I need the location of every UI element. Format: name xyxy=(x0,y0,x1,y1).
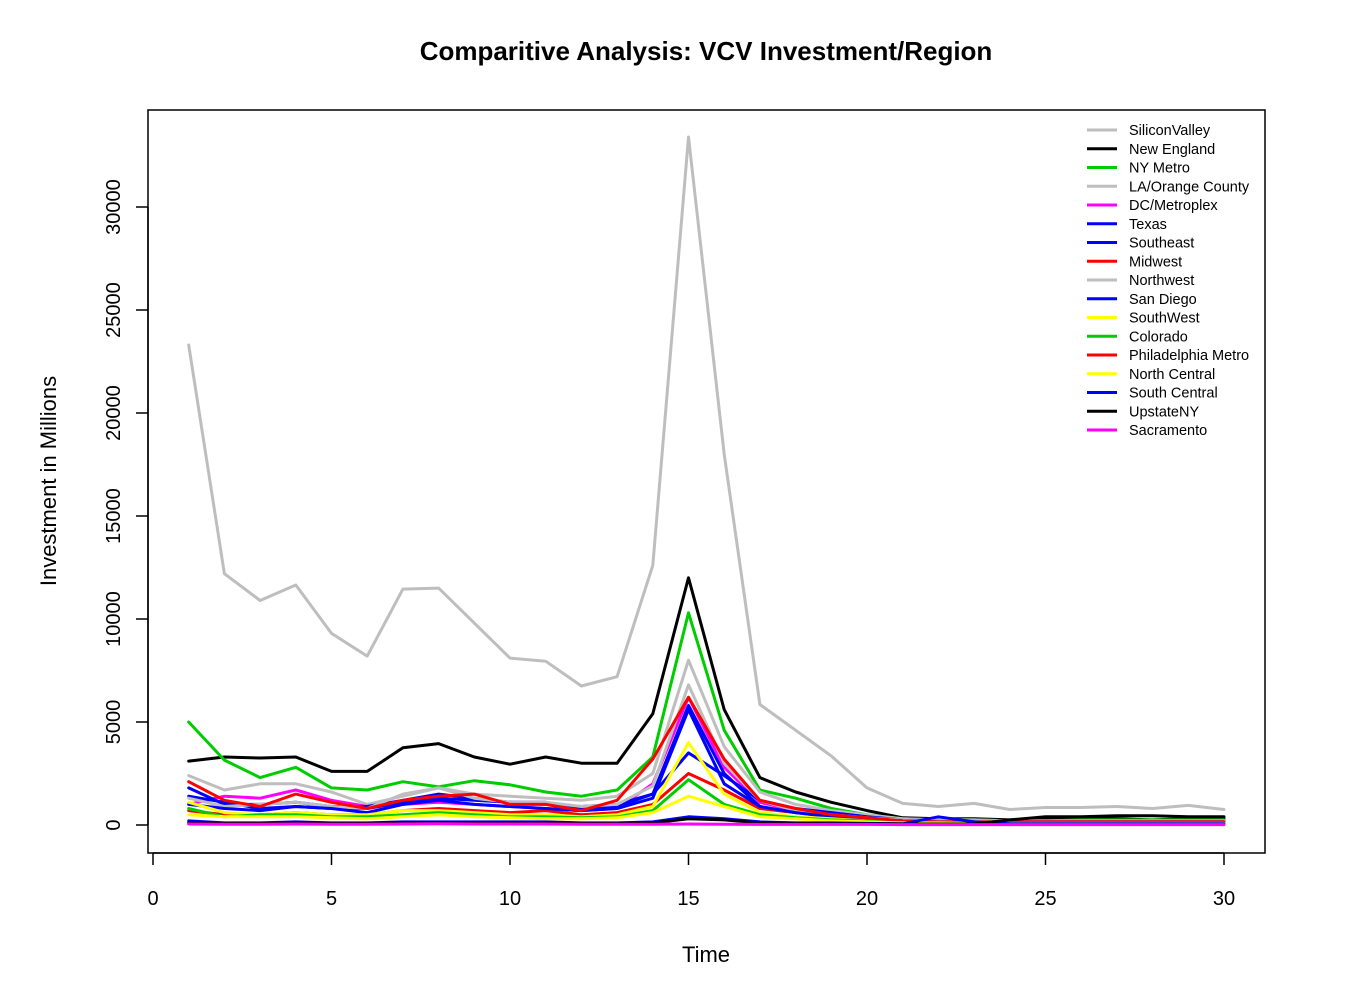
legend-label-6: Southeast xyxy=(1129,236,1194,252)
x-tick-label: 20 xyxy=(856,888,878,910)
legend-label-9: San Diego xyxy=(1129,292,1197,308)
series-layer xyxy=(187,135,1226,827)
x-axis: 0 5 10 15 20 25 30 xyxy=(147,852,1235,910)
legend-label-11: Colorado xyxy=(1129,329,1188,345)
y-tick-label: 25000 xyxy=(103,282,125,338)
x-tick-label: 5 xyxy=(326,888,337,910)
chart-title: Comparitive Analysis: VCV Investment/Reg… xyxy=(420,36,993,66)
series-line-12 xyxy=(187,695,1226,824)
x-tick-label: 10 xyxy=(499,888,521,910)
legend-label-13: North Central xyxy=(1129,367,1215,383)
x-axis-label: Time xyxy=(682,942,730,967)
x-tick-label: 25 xyxy=(1034,888,1056,910)
legend-label-7: Midwest xyxy=(1129,254,1182,270)
legend-label-15: UpstateNY xyxy=(1129,404,1199,420)
series-line-1 xyxy=(187,576,1226,822)
y-tick-label: 5000 xyxy=(103,700,125,745)
legend-label-12: Philadelphia Metro xyxy=(1129,348,1249,364)
legend-label-16: Sacramento xyxy=(1129,423,1207,439)
x-tick-label: 30 xyxy=(1213,888,1235,910)
legend-label-4: DC/Metroplex xyxy=(1129,198,1218,214)
legend-label-0: SiliconValley xyxy=(1129,123,1211,139)
y-tick-label: 10000 xyxy=(103,591,125,647)
y-tick-label: 15000 xyxy=(103,488,125,544)
series-line-16 xyxy=(187,822,1226,827)
legend-label-2: NY Metro xyxy=(1129,161,1190,177)
x-tick-label: 15 xyxy=(677,888,699,910)
legend-label-5: Texas xyxy=(1129,217,1167,233)
legend-label-10: SouthWest xyxy=(1129,311,1200,327)
y-axis-label: Investment in Millions xyxy=(36,376,61,586)
y-tick-label: 20000 xyxy=(103,385,125,441)
legend-label-3: LA/Orange County xyxy=(1129,179,1250,195)
legend-label-1: New England xyxy=(1129,142,1215,158)
y-tick-label: 0 xyxy=(103,819,125,830)
y-axis: 0 5000 10000 15000 20000 25000 30000 xyxy=(103,179,149,831)
legend: SiliconValley New England NY Metro LA/Orang… xyxy=(1087,123,1250,439)
series-line-0 xyxy=(187,135,1226,811)
x-tick-label: 0 xyxy=(147,888,158,910)
legend-label-14: South Central xyxy=(1129,386,1218,402)
legend-label-8: Northwest xyxy=(1129,273,1194,289)
y-tick-label: 30000 xyxy=(103,179,125,235)
